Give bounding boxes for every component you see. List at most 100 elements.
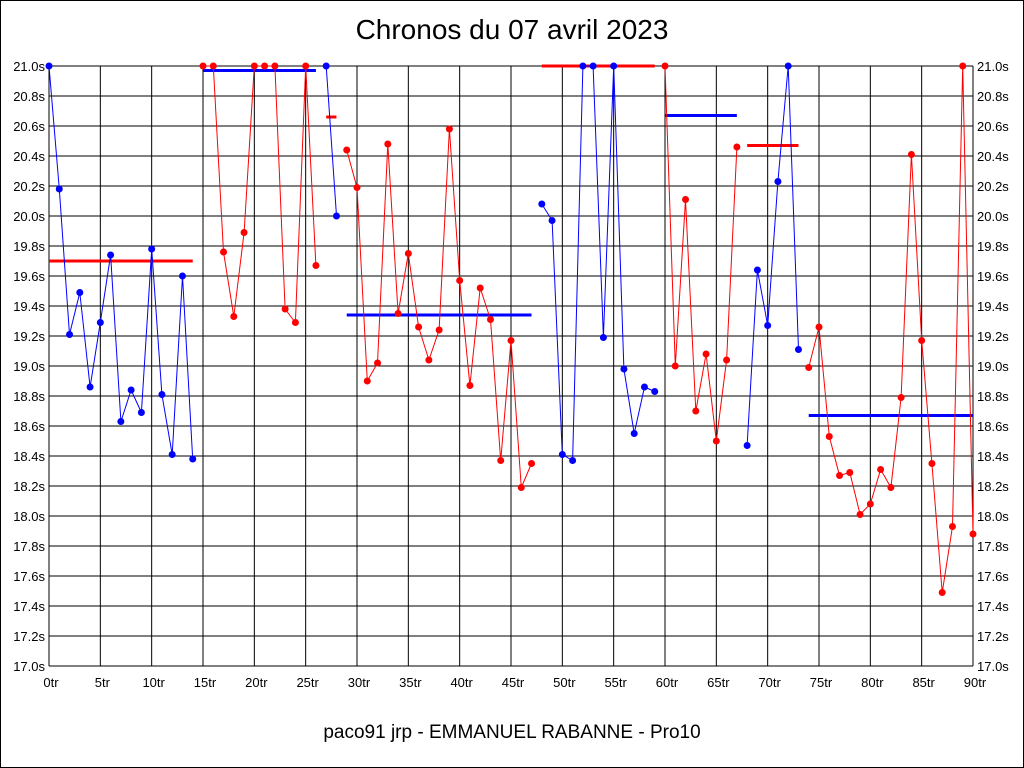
data-point (794, 346, 802, 353)
data-point (281, 305, 289, 313)
y-tick-label: 19.4s (977, 299, 1009, 314)
data-point (178, 272, 186, 280)
y-tick-label: 17.0s (977, 659, 1009, 674)
y-tick-label: 17.0s (13, 659, 45, 674)
data-point (497, 457, 505, 464)
data-point (168, 451, 176, 458)
data-point (45, 62, 53, 70)
x-tick-label: 40tr (450, 675, 473, 690)
data-point (66, 331, 74, 338)
x-tick-label: 0tr (43, 675, 59, 690)
y-tick-label: 19.6s (977, 269, 1009, 284)
y-tick-label: 17.6s (13, 569, 45, 584)
y-tick-label: 17.4s (13, 599, 45, 614)
data-point (127, 386, 135, 394)
data-point (199, 62, 207, 70)
y-tick-label: 17.6s (977, 569, 1009, 584)
y-tick-label: 18.2s (13, 479, 45, 494)
x-tick-label: 60tr (656, 675, 679, 690)
x-tick-label: 30tr (348, 675, 371, 690)
data-point (753, 266, 761, 274)
y-tick-label: 19.0s (13, 359, 45, 374)
y-tick-label: 17.2s (13, 629, 45, 644)
data-point (836, 472, 844, 479)
data-point (692, 407, 700, 415)
y-tick-label: 17.8s (977, 539, 1009, 554)
data-point (733, 143, 741, 151)
data-point (425, 356, 433, 364)
series-line (346, 128, 532, 488)
data-point (959, 62, 967, 70)
x-tick-label: 75tr (810, 675, 833, 690)
data-point (764, 322, 772, 329)
series-points (45, 62, 977, 596)
data-point (507, 337, 515, 344)
x-tick-label: 15tr (194, 675, 217, 690)
data-point (137, 409, 145, 416)
x-tick-label: 20tr (245, 675, 268, 690)
series-line (325, 65, 337, 217)
data-point (630, 430, 638, 437)
data-point (158, 391, 166, 398)
data-point (815, 323, 823, 331)
x-tick-label: 70tr (758, 675, 781, 690)
data-point (353, 184, 361, 191)
y-tick-label: 18.8s (13, 389, 45, 404)
data-point (86, 383, 94, 391)
y-tick-label: 17.2s (977, 629, 1009, 644)
data-point (76, 289, 84, 296)
data-point (928, 460, 936, 467)
data-point (846, 469, 854, 476)
data-point (569, 457, 577, 464)
series-line (541, 65, 655, 462)
y-tick-label: 19.0s (977, 359, 1009, 374)
x-tick-label: 90tr (964, 675, 987, 690)
y-tick-label: 19.4s (13, 299, 45, 314)
y-tick-label: 18.4s (13, 449, 45, 464)
data-point (96, 319, 104, 326)
x-tick-label: 80tr (861, 675, 884, 690)
data-point (117, 418, 125, 425)
y-tick-label: 18.0s (13, 509, 45, 524)
y-tick-label: 20.0s (13, 209, 45, 224)
data-point (415, 323, 423, 331)
data-point (528, 460, 536, 467)
x-tick-label: 35tr (399, 675, 422, 690)
y-tick-label: 20.4s (13, 149, 45, 164)
data-point (445, 125, 453, 133)
data-point (589, 62, 597, 70)
x-tick-label: 55tr (604, 675, 627, 690)
data-point (558, 451, 566, 458)
y-tick-label: 17.8s (13, 539, 45, 554)
data-point (250, 62, 258, 70)
data-point (620, 365, 628, 373)
data-point (107, 251, 115, 259)
y-tick-label: 19.6s (13, 269, 45, 284)
data-point (312, 262, 320, 269)
y-tick-label: 18.4s (977, 449, 1009, 464)
y-tick-label: 20.8s (977, 89, 1009, 104)
data-point (322, 62, 330, 70)
data-point (661, 62, 669, 70)
data-point (189, 455, 197, 463)
y-tick-labels-left: 17.0s 17.2s 17.4s 17.6s 17.8s 18.0s 18.2s 18.4s… (13, 59, 45, 674)
data-point (579, 62, 587, 70)
x-tick-label: 85tr (912, 675, 935, 690)
data-point (261, 62, 269, 70)
y-tick-label: 20.6s (13, 119, 45, 134)
data-point (805, 364, 813, 371)
data-point (856, 511, 864, 518)
y-tick-label: 20.2s (13, 179, 45, 194)
data-point (907, 151, 915, 158)
data-point (435, 326, 443, 334)
data-point (702, 350, 710, 358)
data-point (743, 442, 751, 449)
data-point (723, 356, 731, 364)
x-tick-label: 10tr (142, 675, 165, 690)
y-tick-label: 20.0s (977, 209, 1009, 224)
y-tick-label: 18.0s (977, 509, 1009, 524)
data-point (343, 146, 351, 154)
x-tick-labels: 0tr 5tr 10tr 15tr 20tr 25tr 30tr 35tr 40tr 45tr 50… (43, 675, 986, 690)
data-point (302, 62, 310, 70)
data-point (55, 185, 63, 193)
